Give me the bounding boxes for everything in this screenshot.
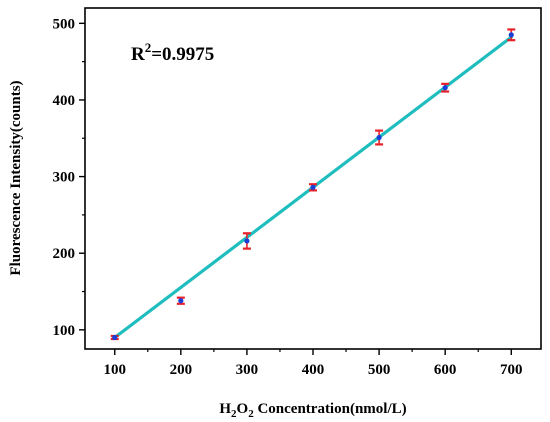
x-tick-label: 500 — [368, 362, 391, 378]
x-axis-title: H2O2 Concentration(nmol/L) — [219, 401, 406, 420]
data-point — [244, 238, 250, 244]
y-tick-label: 100 — [53, 323, 76, 339]
data-point — [376, 134, 382, 141]
y-tick-label: 400 — [53, 93, 76, 109]
x-tick-label: 300 — [236, 362, 259, 378]
x-tick-label: 600 — [434, 362, 457, 378]
data-point — [508, 32, 514, 38]
x-tick-label: 400 — [302, 362, 325, 378]
y-tick-label: 500 — [53, 16, 76, 32]
y-tick-label: 300 — [53, 170, 76, 186]
r-squared-value: =0.9975 — [151, 44, 214, 65]
r-squared-base: R — [131, 44, 145, 65]
data-point — [112, 334, 118, 341]
r-squared-annotation: R2=0.9975 — [131, 40, 214, 65]
data-point — [178, 298, 184, 304]
y-axis-title: Fluorescence Intensity(counts) — [8, 80, 24, 275]
y-axis: 100 200 300 400 500 — [53, 16, 85, 339]
r-squared-sup: 2 — [145, 40, 152, 55]
x-tick-label: 100 — [103, 362, 126, 378]
y-tick-label: 200 — [53, 246, 76, 262]
x-tick-label: 200 — [170, 362, 193, 378]
data-points — [112, 32, 514, 341]
data-point — [310, 184, 316, 190]
x-axis: 100 200 300 400 500 600 700 — [103, 349, 523, 378]
data-point — [442, 85, 448, 91]
x-tick-label: 700 — [500, 362, 523, 378]
